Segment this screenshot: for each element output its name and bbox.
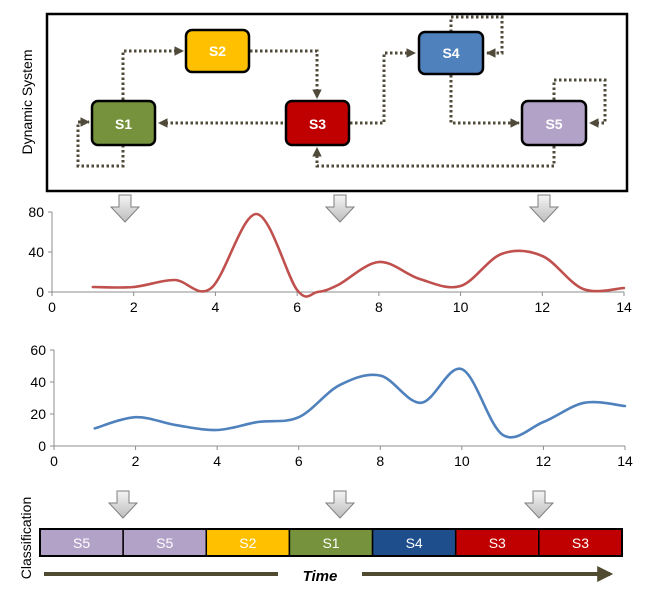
state-s4: S4 [417, 30, 485, 76]
state-s1-label: S1 [115, 116, 132, 132]
chart-2: 0 20 40 60 0 2 4 6 8 10 12 14 [30, 342, 633, 469]
y-tick-label: 40 [30, 374, 46, 390]
state-s5-label: S5 [545, 116, 562, 132]
down-arrow-icon [528, 194, 560, 223]
state-s3-box [284, 99, 351, 147]
x-tick-label: 14 [616, 299, 632, 315]
y-tick-label: 40 [28, 244, 44, 260]
x-tick-label: 2 [132, 453, 140, 469]
down-arrow-icon [324, 194, 356, 223]
state-s2: S2 [184, 28, 251, 74]
x-tick-label: 4 [212, 299, 220, 315]
x-tick-label: 10 [454, 453, 470, 469]
system-label: Dynamic System [19, 49, 35, 154]
y-tick-label: 0 [38, 438, 46, 454]
x-tick-label: 12 [536, 453, 552, 469]
state-s3-label: S3 [309, 116, 326, 132]
y-tick-label: 60 [30, 342, 46, 358]
y-tick-label: 80 [28, 204, 44, 220]
transition-s2-s3 [250, 49, 322, 99]
state-s4-box [417, 30, 485, 76]
state-s5: S5 [520, 99, 588, 147]
down-arrow-icon [324, 490, 356, 519]
x-tick-label: 12 [534, 299, 550, 315]
series-line [93, 367, 627, 439]
down-arrow-icon [109, 194, 141, 223]
classification-segment-label: S3 [572, 535, 589, 551]
state-s1: S1 [90, 99, 157, 147]
classification-segment-label: S5 [156, 535, 173, 551]
transition-s5-s5 [552, 78, 607, 128]
state-s3: S3 [284, 99, 351, 147]
transition-s3-s4 [350, 48, 416, 125]
transition-s4-s5 [449, 75, 520, 128]
classification-frame [39, 528, 623, 557]
x-tick-label: 0 [48, 299, 56, 315]
down-arrow-icon [107, 490, 139, 519]
x-tick-label: 14 [617, 453, 633, 469]
state-s4-label: S4 [442, 45, 459, 61]
state-s5-box [520, 99, 588, 147]
time-label: Time [303, 568, 338, 585]
transition-arrows [76, 15, 607, 168]
classification-segment-label: S1 [322, 535, 339, 551]
x-tick-label: 8 [375, 299, 383, 315]
state-s2-label: S2 [209, 43, 226, 59]
x-tick-label: 6 [295, 453, 303, 469]
down-arrows-top [109, 194, 560, 223]
y-tick-label: 0 [36, 284, 44, 300]
x-tick-label: 10 [453, 299, 469, 315]
classification-segment-label: S3 [489, 535, 506, 551]
down-arrow-icon [523, 490, 555, 519]
classification-segment [538, 528, 623, 557]
state-s1-box [90, 99, 157, 147]
down-arrows-bottom [107, 490, 555, 519]
transition-s1-s1 [76, 117, 125, 168]
y-tick-label: 20 [30, 406, 46, 422]
state-s2-box [184, 28, 251, 74]
x-tick-label: 6 [293, 299, 301, 315]
classification-strip: S5 S5 S2 S1 S4 S3 S3 [39, 528, 623, 557]
x-tick-label: 2 [130, 299, 138, 315]
transition-s5-s3 [312, 146, 556, 168]
transition-s4-s4 [449, 15, 504, 58]
classification-segment-label: S2 [239, 535, 256, 551]
chart-1: 0 40 80 0 2 4 6 8 10 12 14 [28, 204, 632, 315]
x-tick-label: 0 [50, 453, 58, 469]
classification-segment [39, 528, 124, 557]
x-tick-label: 8 [376, 453, 384, 469]
series-line [91, 212, 626, 298]
x-tick-label: 4 [213, 453, 221, 469]
classification-segment-label: S5 [73, 535, 90, 551]
classification-segment-label: S4 [406, 535, 423, 551]
transition-s1-s2 [121, 46, 184, 100]
classification-label: Classification [18, 497, 34, 579]
